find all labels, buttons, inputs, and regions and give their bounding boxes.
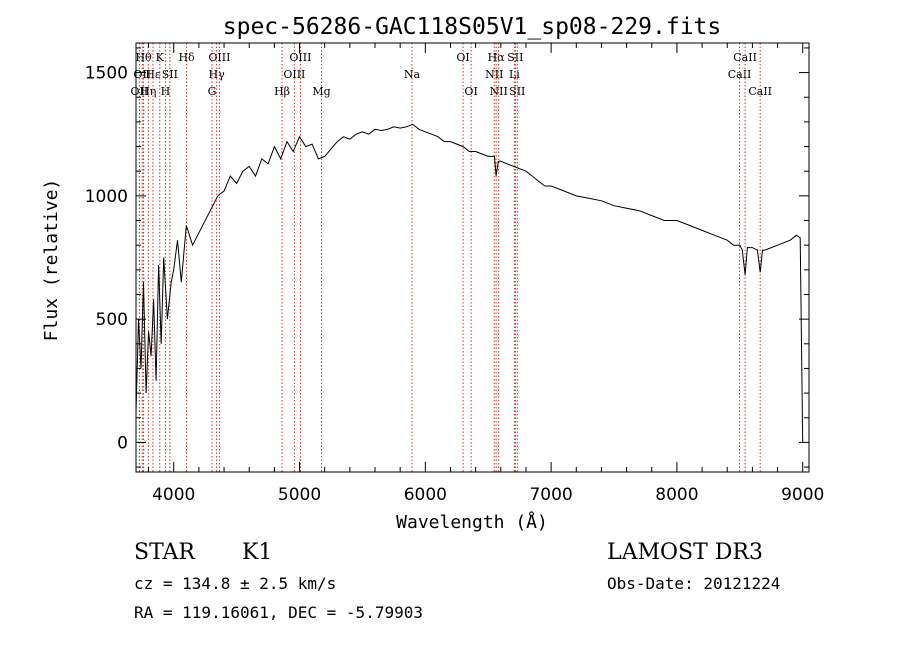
- y-tick-label: 1500: [85, 64, 128, 84]
- spectral-line-label: OI: [456, 51, 469, 64]
- spectrum-series-line: [135, 123, 804, 443]
- spectral-line-label: G: [208, 85, 217, 98]
- spectral-line-label: Hδ: [178, 51, 195, 64]
- spectral-line-label: OII: [131, 85, 149, 98]
- spectral-line-label: OIII: [208, 51, 230, 64]
- spectral-line-label: H: [161, 85, 171, 98]
- spectral-line-label: SII: [162, 68, 178, 81]
- x-tick-label: 5000: [278, 485, 321, 505]
- x-tick-label: 6000: [404, 485, 447, 505]
- spectral-line-label: Hθ: [135, 51, 152, 64]
- x-tick-label: 9000: [781, 485, 824, 505]
- object-class: STAR: [134, 540, 195, 565]
- spectral-line-label: OII: [133, 68, 151, 81]
- spectral-line-label: CaII: [733, 51, 757, 64]
- plot-frame: [135, 42, 810, 473]
- spectral-line-label: NII: [490, 85, 508, 98]
- spectral-line-label: OIII: [289, 51, 311, 64]
- x-tick-label: 7000: [529, 485, 572, 505]
- spectral-line-label: Li: [509, 68, 520, 81]
- observation-date: Obs-Date: 20121224: [607, 574, 781, 593]
- spectral-line-label: OI: [464, 85, 477, 98]
- spectral-line-label: Mg: [312, 85, 330, 98]
- spectral-line-label: SII: [507, 51, 523, 64]
- x-tick-label: 8000: [655, 485, 698, 505]
- y-tick-label: 1000: [85, 187, 128, 207]
- spectral-line-label: OIII: [283, 68, 305, 81]
- spectral-line-label: Hη: [140, 85, 156, 98]
- x-axis: 4000 5000 6000 7000 8000 9000: [148, 43, 824, 505]
- coordinates: RA = 119.16061, DEC = -5.79903: [134, 603, 423, 622]
- spectral-line-label: Hβ: [274, 85, 290, 98]
- redshift-info: cz = 134.8 ± 2.5 km/s: [134, 574, 337, 593]
- spectral-line-label: K: [156, 51, 165, 64]
- y-axis-label: Flux (relative): [41, 179, 62, 342]
- spectral-line-markers: OIIOIIHθHηHεKHSIIHδGHγOIIIHβOIIIOIIIMgNa…: [131, 43, 772, 472]
- spectral-line-label: CaII: [728, 68, 752, 81]
- survey-name: LAMOST DR3: [607, 540, 763, 565]
- x-tick-label: 4000: [152, 485, 195, 505]
- spectral-line-label: SII: [509, 85, 525, 98]
- y-axis: 0 500 1000 1500: [85, 47, 809, 468]
- spectral-line-label: CaII: [748, 85, 772, 98]
- x-axis-label: Wavelength (Å): [396, 511, 548, 533]
- object-subclass: K1: [242, 540, 273, 565]
- chart-title: spec-56286-GAC118S05V1_sp08-229.fits: [223, 14, 722, 40]
- spectral-line-label: NII: [485, 68, 503, 81]
- y-tick-label: 0: [117, 433, 128, 453]
- spectral-line-label: Hγ: [209, 68, 226, 81]
- spectral-line-label: Hα: [488, 51, 506, 64]
- y-tick-label: 500: [96, 310, 128, 330]
- spectral-line-label: Hε: [145, 68, 161, 81]
- spectral-line-label: Na: [404, 68, 421, 81]
